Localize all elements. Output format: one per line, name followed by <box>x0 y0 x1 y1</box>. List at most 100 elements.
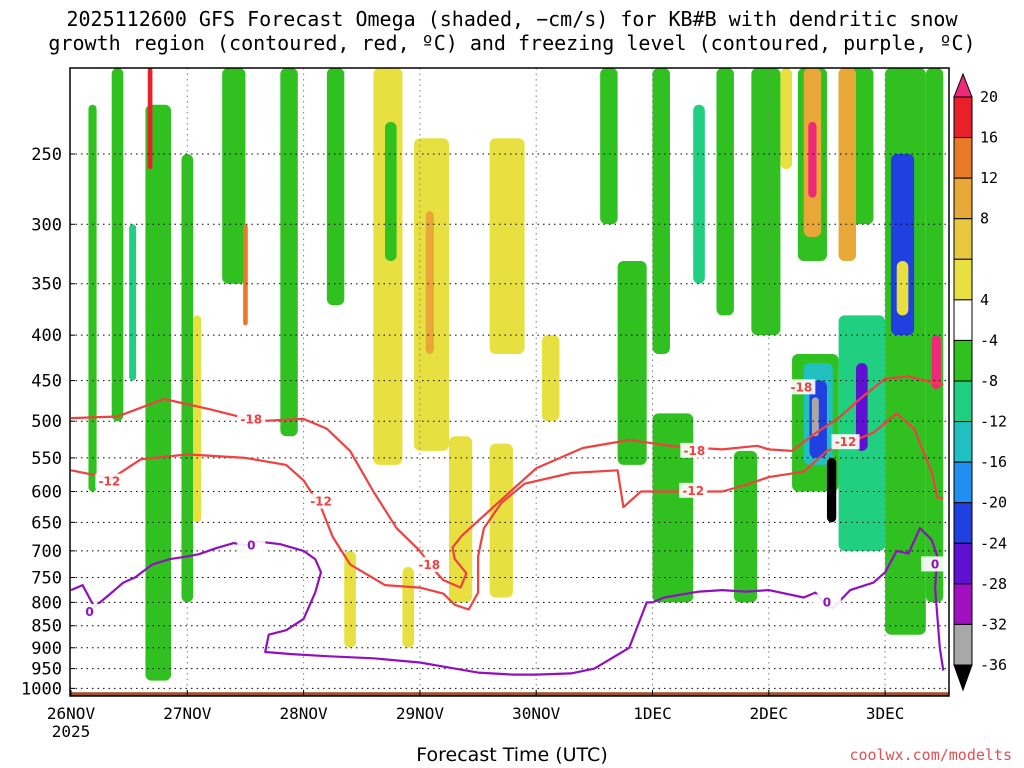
colorbar-bin <box>953 137 973 179</box>
omega-region-16 <box>402 567 415 648</box>
omega-region-31 <box>751 68 781 336</box>
omega-region-3 <box>147 68 153 170</box>
y-tick-label: 850 <box>31 617 62 637</box>
y-tick-label: 1000 <box>21 679 62 699</box>
colorbar-bin <box>953 502 973 544</box>
omega-region-12 <box>326 68 345 306</box>
contour-label: -12 <box>99 475 121 489</box>
omega-region-23 <box>600 68 618 225</box>
colorbar-bin <box>953 461 973 504</box>
contour-dgz--18 <box>70 375 944 589</box>
gridlines <box>70 68 949 696</box>
x-tick-label: 1DEC <box>633 704 672 723</box>
omega-region-2 <box>145 104 172 681</box>
omega-region-47 <box>896 261 909 316</box>
colorbar-bin <box>953 583 973 625</box>
contour-label: -18 <box>684 444 706 458</box>
colorbar-label: -24 <box>980 534 1007 552</box>
contour-label: 0 <box>247 538 255 552</box>
omega-region-6 <box>129 224 137 381</box>
credit-text: coolwx.com/modelts <box>849 746 1012 764</box>
contour-label-bg <box>831 434 860 450</box>
omega-region-22 <box>542 335 560 422</box>
omega-region-4 <box>88 104 97 492</box>
colorbar-label: -4 <box>980 331 998 349</box>
colorbar-label: 20 <box>980 88 998 106</box>
y-tick-label: 800 <box>31 593 62 613</box>
omega-region-40 <box>826 457 837 523</box>
contour-freezing-0-upper-path <box>70 527 945 676</box>
x-tick-label: 30NOV <box>512 704 561 723</box>
omega-region-11 <box>280 68 298 437</box>
colorbar-label: -28 <box>980 575 1007 593</box>
colorbar-bottom-arrow <box>953 664 973 692</box>
omega-region-18 <box>425 211 434 354</box>
x-tick-label: 28NOV <box>280 704 329 723</box>
y-tick-label: 600 <box>31 482 62 502</box>
contour-label: 0 <box>823 595 831 609</box>
colorbar-bin <box>953 542 973 585</box>
omega-region-42 <box>838 68 857 262</box>
omega-region-35 <box>808 121 817 198</box>
omega-region-27 <box>652 413 694 603</box>
contour-label: 0 <box>931 557 939 571</box>
omega-region-32 <box>780 68 793 170</box>
contour-label-bg <box>75 603 104 619</box>
contour-label: -12 <box>682 484 704 498</box>
contour-labels: -18 -18 -18 -18 -12 -12 -12 -12 0 0 0 0 <box>75 379 950 619</box>
y-axis: 2503003504004505005506006507007508008509… <box>21 145 75 699</box>
terrain-band <box>70 692 949 696</box>
colorbar-label: -16 <box>980 453 1007 471</box>
contour-label-bg <box>307 493 336 509</box>
y-tick-label: 450 <box>31 372 62 392</box>
colorbar-label: 4 <box>980 291 989 309</box>
omega-region-39 <box>811 397 819 437</box>
colorbar-bin <box>953 339 973 382</box>
contour-label: -18 <box>791 380 813 394</box>
contour-label-bg <box>921 556 950 572</box>
y-tick-label: 650 <box>31 513 62 533</box>
omega-region-20 <box>489 443 513 598</box>
colorbar-bin <box>953 623 973 666</box>
contour-label-bg <box>237 411 266 427</box>
x-axis-title: Forecast Time (UTC) <box>416 744 608 766</box>
contour-label: 0 <box>85 605 93 619</box>
contour-label: -12 <box>310 495 332 509</box>
contour-label-bg <box>237 537 266 553</box>
colorbar-label: 12 <box>980 169 998 187</box>
x-tick-label: 29NOV <box>396 704 445 723</box>
y-tick-label: 350 <box>31 275 62 295</box>
x-tick-label: 2DEC <box>750 704 789 723</box>
omega-region-15 <box>385 121 397 262</box>
contour-label: -18 <box>418 558 440 572</box>
contour-label-bg <box>787 379 816 395</box>
colorbar-top-arrow <box>953 72 973 98</box>
contour-label-bg <box>680 442 709 458</box>
colorbar-bin <box>953 218 973 260</box>
plot-frame <box>69 67 950 697</box>
x-tick-label: 3DEC <box>866 704 905 723</box>
contour-label-bg <box>95 473 124 489</box>
colorbar-label: 16 <box>980 129 998 147</box>
contour-label: -18 <box>240 413 262 427</box>
omega-region-25 <box>617 261 647 465</box>
omega-region-45 <box>885 68 926 635</box>
colorbar-bin <box>953 177 973 220</box>
colorbar-bin <box>953 96 973 139</box>
colorbar-label: 8 <box>980 210 989 228</box>
omega-region-49 <box>931 335 941 390</box>
y-tick-label: 300 <box>31 215 62 235</box>
omega-region-10 <box>243 224 248 326</box>
contour-label-bg <box>679 482 708 498</box>
colorbar-label: -12 <box>980 413 1007 431</box>
colorbar-bin <box>953 380 973 423</box>
colorbar-label: -8 <box>980 372 998 390</box>
colorbar: 20 16 12 8 4 -4 -8 -12 -16 -20 -24 -28 -32 -36 <box>953 72 1007 692</box>
omega-region-7 <box>181 154 194 603</box>
y-tick-label: 900 <box>31 639 62 659</box>
contour-label: -12 <box>835 435 857 449</box>
y-tick-label: 750 <box>31 568 62 588</box>
y-tick-label: 700 <box>31 542 62 562</box>
